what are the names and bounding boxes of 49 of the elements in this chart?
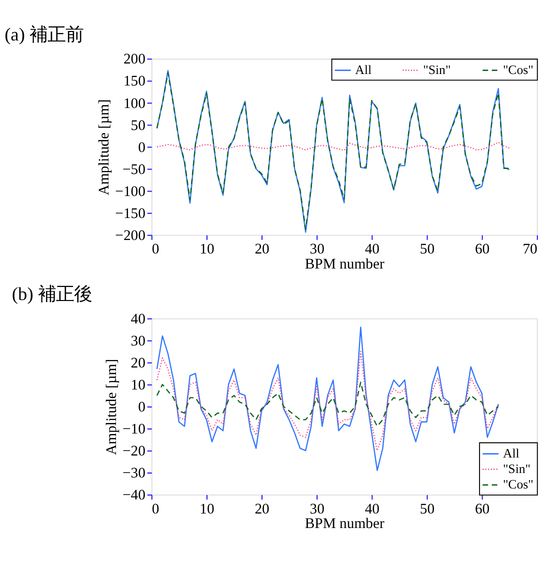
y-tick-label: −50 xyxy=(122,162,146,178)
y-axis-title: Amplitude [µm] xyxy=(96,99,113,196)
y-tick-label: −200 xyxy=(115,228,146,244)
y-tick-label: 100 xyxy=(123,96,146,112)
x-tick-label: 60 xyxy=(474,242,490,258)
x-tick-label: 10 xyxy=(200,501,214,518)
x-tick-label: 20 xyxy=(254,501,270,518)
y-tick-label: −30 xyxy=(122,466,146,482)
y-tick-label: 150 xyxy=(123,74,146,90)
y-tick-label: 50 xyxy=(130,118,146,134)
legend-label: All xyxy=(355,63,372,78)
line-series xyxy=(156,350,499,452)
legend-label: All xyxy=(502,446,520,460)
y-tick-label: 30 xyxy=(130,333,146,350)
chart-title: (b) 補正後 xyxy=(12,284,92,304)
legend-label: "Sin" xyxy=(502,462,531,476)
x-tick-label: 40 xyxy=(364,501,380,518)
x-tick-label: 0 xyxy=(152,242,160,258)
legend-label: "Cos" xyxy=(502,478,534,492)
x-tick-label: 30 xyxy=(310,242,324,258)
x-tick-label: 0 xyxy=(152,501,160,518)
y-tick-label: 0 xyxy=(138,400,146,416)
x-tick-label: 50 xyxy=(420,501,435,518)
x-tick-label: 40 xyxy=(364,242,380,258)
y-tick-label: 200 xyxy=(123,52,146,68)
x-tick-label: 50 xyxy=(420,242,435,258)
x-tick-label: 60 xyxy=(474,501,490,518)
x-tick-label: 70 xyxy=(522,242,538,258)
line-series xyxy=(156,326,499,471)
x-tick-label: 20 xyxy=(254,242,270,258)
x-tick-label: 10 xyxy=(200,242,214,258)
line-series xyxy=(156,142,510,151)
x-axis-title: BPM number xyxy=(304,256,384,272)
y-tick-label: −100 xyxy=(115,184,146,200)
y-tick-label: 0 xyxy=(138,140,146,156)
line-series xyxy=(156,382,499,427)
y-tick-label: −10 xyxy=(122,422,146,438)
x-tick-label: 30 xyxy=(310,501,324,518)
x-axis-title: BPM number xyxy=(304,516,384,532)
legend-label: "Sin" xyxy=(423,63,451,78)
legend-label: "Cos" xyxy=(502,63,534,78)
y-tick-label: 10 xyxy=(130,378,146,394)
chart-title: (a) 補正前 xyxy=(4,24,84,44)
y-tick-label: 20 xyxy=(130,355,146,372)
y-tick-label: 40 xyxy=(130,311,146,328)
y-axis-title: Amplitude [µm] xyxy=(104,358,120,455)
y-tick-label: −20 xyxy=(122,444,146,460)
y-tick-label: −40 xyxy=(122,488,146,504)
y-tick-label: −150 xyxy=(115,206,146,222)
